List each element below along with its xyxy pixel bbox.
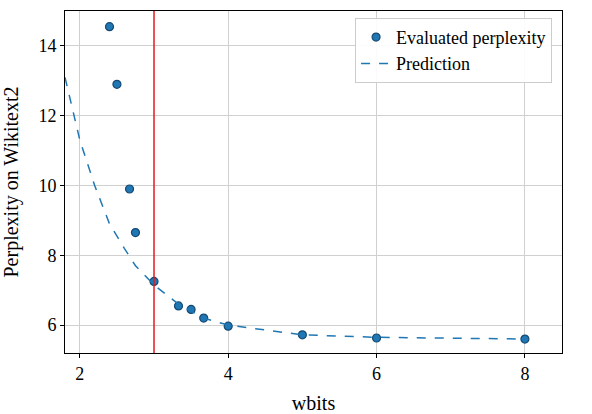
svg-text:Prediction: Prediction xyxy=(396,54,470,74)
svg-text:4: 4 xyxy=(224,364,233,384)
svg-text:14: 14 xyxy=(38,36,56,56)
svg-text:wbits: wbits xyxy=(292,392,336,414)
svg-text:6: 6 xyxy=(47,315,56,335)
svg-text:10: 10 xyxy=(38,176,56,196)
svg-text:8: 8 xyxy=(47,246,56,266)
svg-text:Evaluated perplexity: Evaluated perplexity xyxy=(396,28,545,48)
svg-text:2: 2 xyxy=(75,364,84,384)
svg-text:12: 12 xyxy=(38,106,56,126)
svg-text:6: 6 xyxy=(372,364,381,384)
svg-text:Perplexity on Wikitext2: Perplexity on Wikitext2 xyxy=(0,86,23,277)
svg-text:8: 8 xyxy=(520,364,529,384)
